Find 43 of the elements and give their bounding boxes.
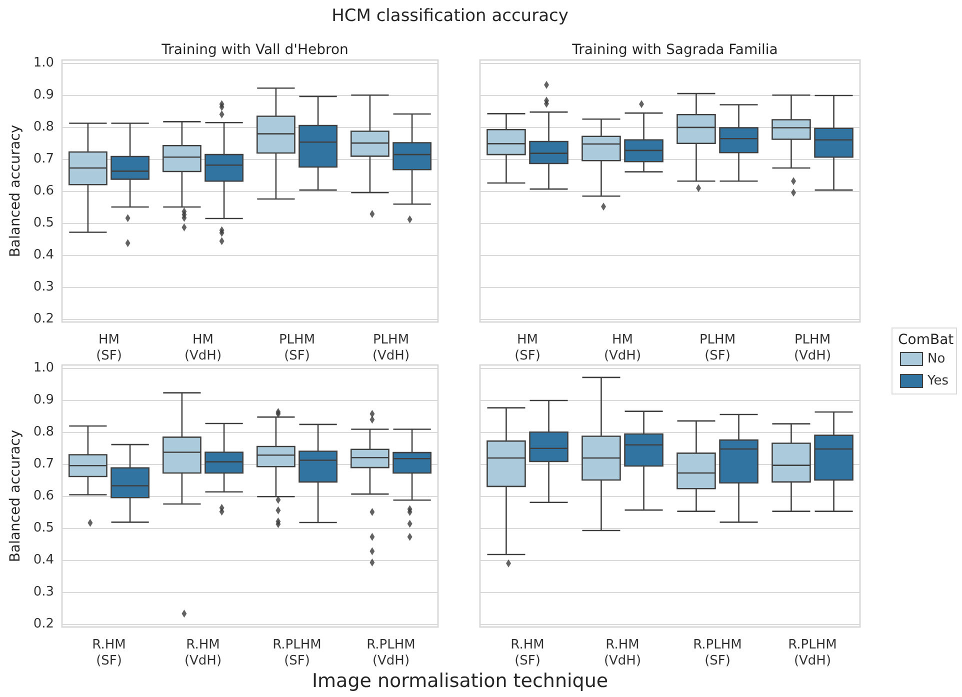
y-tick-label: 0.8 xyxy=(33,424,54,440)
y-tick-label: 0.4 xyxy=(33,247,54,262)
legend-label: No xyxy=(928,352,946,366)
legend-label: Yes xyxy=(926,374,949,388)
x-tick-label: PLHM (SF) xyxy=(278,332,316,364)
y-tick-label: 0.4 xyxy=(33,552,54,568)
y-tick-label: 0.6 xyxy=(33,184,54,198)
y-axis-title: Balanced accuracy xyxy=(7,124,24,258)
x-tick-label: HM (SF) xyxy=(96,332,122,364)
y-tick-label: 1.0 xyxy=(33,360,54,376)
y-tick-label: 0.2 xyxy=(33,616,54,632)
chart-title: Training with Vall d'Hebron xyxy=(160,42,348,58)
x-tick-label: PLHM (VdH) xyxy=(794,332,832,364)
y-tick-label: 0.9 xyxy=(33,88,54,103)
y-tick-label: 1.0 xyxy=(33,56,54,71)
y-tick-label: 0.3 xyxy=(33,584,54,600)
y-axis-title: Balanced accuracy xyxy=(7,430,24,562)
y-tick-label: 0.3 xyxy=(33,279,54,294)
x-tick-label: R.PLHM (VdH) xyxy=(366,638,416,668)
chart-title: Training with Sagrada Familia xyxy=(571,42,778,58)
y-tick-label: 0.7 xyxy=(33,456,54,472)
x-tick-label: PLHM (VdH) xyxy=(372,332,410,364)
y-tick-label: 0.6 xyxy=(33,488,54,504)
x-axis-title: Image normalisation technique xyxy=(312,670,608,692)
x-tick-label: R.PLHM (SF) xyxy=(272,638,322,668)
x-tick-label: R.HM (SF) xyxy=(92,638,126,668)
x-tick-label: R.HM (VdH) xyxy=(184,638,222,668)
y-tick-label: 0.7 xyxy=(33,152,54,167)
x-tick-label: R.PLHM (VdH) xyxy=(788,638,837,668)
y-tick-label: 0.5 xyxy=(33,520,54,536)
x-tick-label: R.HM (VdH) xyxy=(604,638,642,668)
x-tick-label: HM (VdH) xyxy=(604,332,642,364)
y-tick-label: 0.2 xyxy=(33,311,54,326)
legend-title: ComBat xyxy=(898,332,954,348)
x-tick-label: R.HM (SF) xyxy=(510,638,544,668)
y-tick-label: 0.8 xyxy=(33,120,54,135)
x-tick-label: R.PLHM (SF) xyxy=(693,638,742,668)
y-tick-label: 0.9 xyxy=(33,392,54,408)
x-tick-label: HM (SF) xyxy=(514,332,540,364)
x-tick-label: PLHM (SF) xyxy=(699,332,736,364)
y-tick-label: 0.5 xyxy=(33,215,54,230)
x-tick-label: HM (VdH) xyxy=(184,332,222,364)
text: HCM classification accuracy xyxy=(332,6,568,26)
